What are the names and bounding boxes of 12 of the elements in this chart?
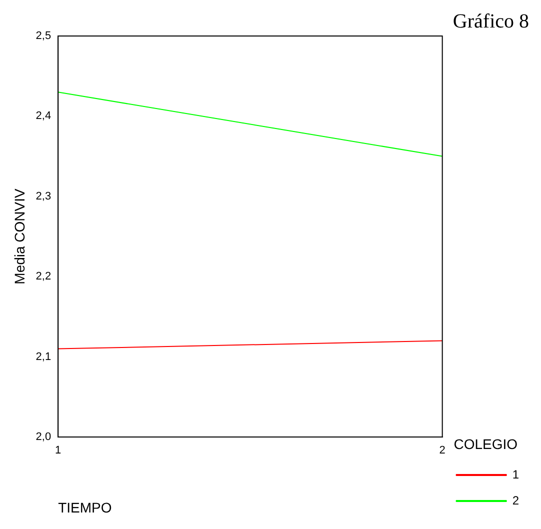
- y-axis-title: Media CONVIV: [11, 188, 28, 284]
- text: Gráfico 8: [452, 10, 529, 32]
- legend-label: 2: [512, 493, 520, 508]
- x-axis-title: TIEMPO: [58, 499, 112, 516]
- y-tick-label: 2,3: [36, 190, 52, 202]
- y-tick-label: 2,0: [36, 431, 52, 444]
- y-tick-label: 2,4: [36, 110, 52, 122]
- legend-title: COLEGIO: [454, 436, 518, 452]
- y-tick-label: 2,1: [36, 350, 52, 363]
- y-tick-label: 2,5: [36, 30, 52, 42]
- legend-label: 1: [512, 467, 520, 482]
- y-tick-label: 2,2: [36, 270, 52, 283]
